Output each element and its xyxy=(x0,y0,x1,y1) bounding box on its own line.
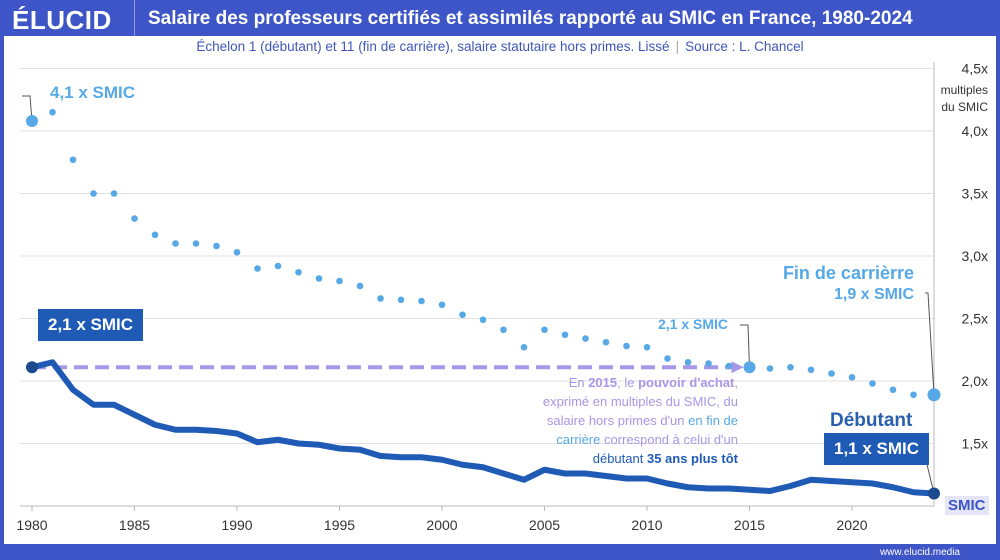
leader-line xyxy=(925,292,935,395)
note-text: En xyxy=(568,375,589,390)
fin-point xyxy=(500,326,507,334)
leader-line xyxy=(22,95,33,122)
y-tick-label: 4,0x xyxy=(962,123,988,139)
fin-point xyxy=(520,343,528,351)
fin-point xyxy=(848,373,856,381)
fin-point xyxy=(725,362,733,370)
note-fin-carriere: en fin de carrière xyxy=(556,413,738,447)
fin-point xyxy=(315,275,323,282)
subtitle-separator: | xyxy=(675,39,680,54)
fin-point xyxy=(623,342,630,350)
fin-point xyxy=(869,380,876,387)
smic-baseline-label: SMIC xyxy=(945,496,989,515)
x-tick-label: 1985 xyxy=(119,517,150,533)
marker-debut-2024 xyxy=(928,487,940,500)
fin-point xyxy=(705,360,712,367)
y-tick-label: 2,0x xyxy=(962,373,988,389)
fin-point xyxy=(459,311,466,319)
x-tick-label: 1995 xyxy=(324,517,355,533)
header: ÉLUCID Salaire des professeurs certifiés… xyxy=(0,0,1000,36)
x-tick-label: 2005 xyxy=(529,517,560,533)
fin-point xyxy=(418,297,425,305)
marker-fin-2015 xyxy=(743,361,756,374)
marker-fin-1980 xyxy=(26,115,38,127)
fin-point xyxy=(110,190,118,197)
fin-point xyxy=(561,331,569,339)
note-debutant: débutant xyxy=(592,451,644,466)
fin-point xyxy=(49,108,56,116)
elucid-logo: ÉLUCID xyxy=(12,5,112,35)
note-year: 2015 xyxy=(588,375,618,390)
fin-point xyxy=(643,343,651,351)
source-text: Source : L. Chancel xyxy=(685,39,804,54)
chart-title: Salaire des professeurs certifiés et ass… xyxy=(148,8,913,29)
label-end-fin-value: 1,9 x SMIC xyxy=(833,286,914,303)
y-tick-label: 3,5x xyxy=(962,186,988,202)
fin-point xyxy=(602,338,610,346)
fin-point xyxy=(910,391,917,399)
fin-point xyxy=(172,240,179,247)
header-divider xyxy=(134,0,135,36)
label-end-debut-title: Débutant xyxy=(830,410,913,431)
note-text: , exprimé en multiples du SMIC, du salai… xyxy=(542,375,738,428)
x-tick-label: 2000 xyxy=(426,517,457,533)
chart-subtitle: Échelon 1 (débutant) et 11 (fin de carri… xyxy=(0,39,1000,54)
fin-point xyxy=(766,365,774,372)
x-tick-label: 1980 xyxy=(16,517,47,533)
fin-point xyxy=(151,231,159,239)
x-tick-label: 2010 xyxy=(631,517,662,533)
fin-point xyxy=(90,190,97,197)
fin-point xyxy=(582,335,589,342)
note-text: correspond à celui d'un xyxy=(600,432,738,447)
y-tick-label: 3,0x xyxy=(962,248,988,264)
fin-point xyxy=(131,215,138,222)
x-tick-label: 1990 xyxy=(221,517,252,533)
fin-point xyxy=(233,248,241,256)
label-end-debut-value: 1,1 x SMIC xyxy=(824,433,930,465)
fin-point xyxy=(213,242,220,250)
fin-point xyxy=(684,358,692,366)
fin-point xyxy=(397,296,405,304)
fin-point xyxy=(356,282,364,290)
note-35-ans: 35 ans plus tôt xyxy=(646,451,738,466)
fin-point xyxy=(889,386,897,394)
fin-point xyxy=(664,355,671,362)
y-tick-label: 1,5x xyxy=(962,436,988,452)
marker-debut-1980 xyxy=(26,361,38,374)
label-end-fin-title: Fin de carrièrre xyxy=(782,263,914,283)
fin-point xyxy=(541,326,548,334)
y-tick-label: 2,5x xyxy=(962,311,988,327)
x-tick-label: 2020 xyxy=(836,517,867,533)
fin-point xyxy=(438,301,446,309)
y-axis-title: multiples xyxy=(941,83,988,97)
fin-point xyxy=(295,268,302,276)
leader-line xyxy=(740,324,750,368)
fin-point xyxy=(274,262,282,270)
fin-point xyxy=(377,295,384,302)
fin-point xyxy=(192,240,200,247)
debutant-line xyxy=(29,359,937,497)
fin-point xyxy=(69,156,77,164)
note-pouvoir-achat: pouvoir d'achat xyxy=(638,375,735,390)
y-tick-label: 4,5x xyxy=(962,61,988,77)
x-tick-label: 2015 xyxy=(734,517,765,533)
y-axis-title: du SMIC xyxy=(941,100,988,114)
subtitle-text: Échelon 1 (débutant) et 11 (fin de carri… xyxy=(196,39,670,54)
fin-point xyxy=(254,265,261,272)
label-start-debut: 2,1 x SMIC xyxy=(38,309,144,341)
fin-point xyxy=(479,316,487,324)
label-2015-fin: 2,1 x SMIC xyxy=(658,316,729,332)
fin-point xyxy=(787,363,794,371)
marker-fin-2024 xyxy=(927,388,941,402)
annotation-note: En 2015, le pouvoir d'achat, exprimé en … xyxy=(530,373,738,468)
footer-url: www.elucid.media xyxy=(879,547,960,558)
fin-point xyxy=(807,366,815,374)
arrow-head xyxy=(731,361,744,374)
fin-point xyxy=(336,277,343,285)
note-text: , le xyxy=(617,375,639,390)
fin-point xyxy=(828,370,835,377)
label-start-fin: 4,1 x SMIC xyxy=(50,83,136,102)
